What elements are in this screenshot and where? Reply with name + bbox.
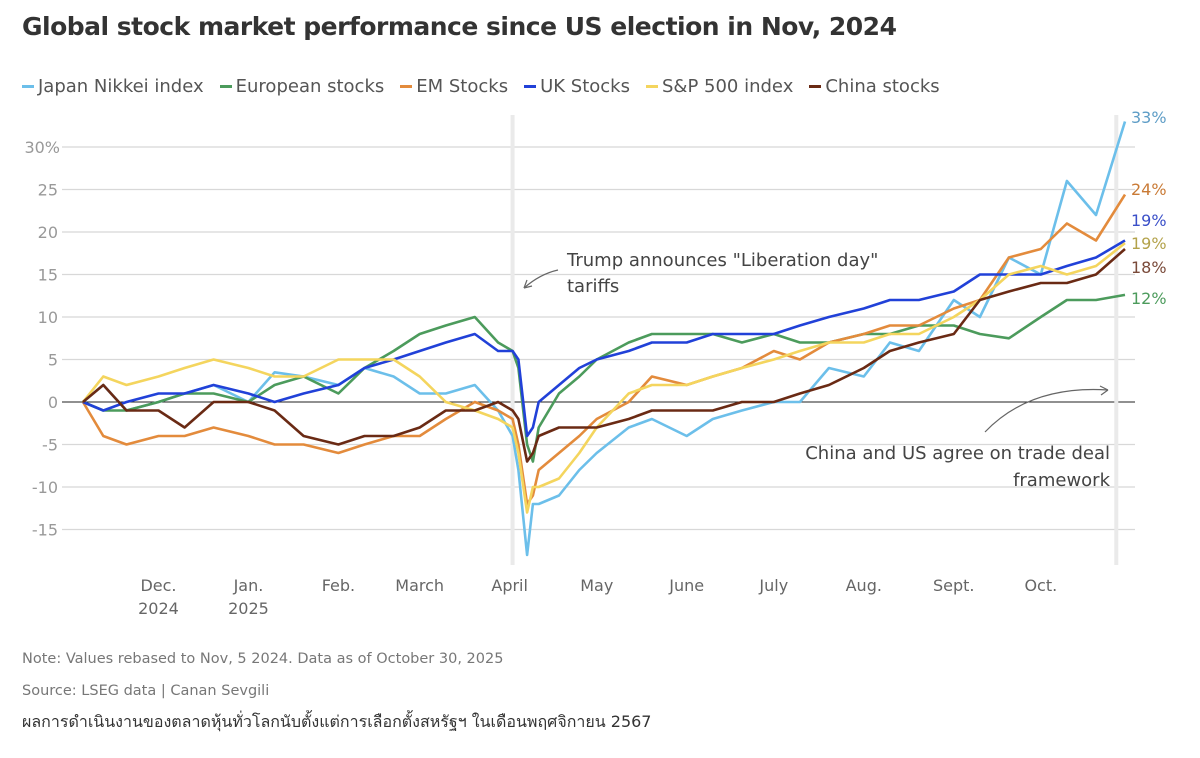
legend-swatch	[219, 85, 232, 88]
y-tick-label: 10	[38, 308, 58, 327]
y-tick-label: 15	[38, 266, 58, 285]
legend-item: European stocks	[219, 76, 385, 97]
y-tick-label: 0	[48, 393, 58, 412]
x-tick-label: July	[758, 576, 788, 595]
end-value-label: 33%	[1131, 108, 1167, 127]
x-tick-label: Oct.	[1024, 576, 1057, 595]
legend-label: S&P 500 index	[661, 76, 794, 97]
x-tick-label: Dec.	[140, 576, 176, 595]
series-line-uk-stocks	[82, 239, 1126, 438]
series-line-european-stocks	[82, 293, 1126, 463]
series-line-em-stocks	[81, 193, 1127, 506]
source-text: Source: LSEG data | Canan Sevgili	[22, 683, 270, 699]
legend-label: China stocks	[825, 76, 940, 97]
y-tick-label: -10	[32, 478, 58, 497]
end-value-label: 18%	[1131, 258, 1167, 277]
legend-label: European stocks	[235, 76, 385, 97]
legend-swatch	[645, 85, 658, 88]
legend-swatch	[400, 85, 413, 88]
chart-title: Global stock market performance since US…	[22, 12, 897, 41]
x-tick-label: June	[668, 576, 704, 595]
legend-swatch	[809, 85, 822, 88]
x-tick-label: Sept.	[933, 576, 975, 595]
thai-caption: ผลการดำเนินงานของตลาดหุ้นทั่วโลกนับตั้งแ…	[22, 712, 652, 731]
legend-label: Japan Nikkei index	[38, 76, 204, 97]
x-tick-label: Jan.	[233, 576, 264, 595]
x-tick-label: May	[580, 576, 613, 595]
annotation-text: China and US agree on trade deal	[805, 443, 1110, 464]
end-value-label: 12%	[1131, 289, 1167, 308]
y-tick-label: -5	[42, 436, 58, 455]
annotation-text: tariffs	[567, 276, 619, 297]
y-tick-label: 5	[48, 351, 58, 370]
legend-item: Japan Nikkei index	[22, 76, 204, 97]
annotation-text: Trump announces "Liberation day"	[566, 250, 878, 271]
legend-swatch	[22, 85, 34, 88]
y-tick-label: 25	[38, 181, 58, 200]
end-value-label: 24%	[1131, 180, 1167, 199]
legend-item: EM Stocks	[400, 76, 508, 97]
legend-label: EM Stocks	[416, 76, 509, 97]
legend: Japan Nikkei index European stocks EM Stoc…	[22, 76, 940, 97]
series-line-china-stocks	[82, 248, 1126, 463]
note-text: Note: Values rebased to Nov, 5 2024. Dat…	[22, 651, 504, 667]
arrow-head-icon	[523, 279, 533, 289]
legend-item: S&P 500 index	[645, 76, 794, 97]
annotation-arrow	[523, 269, 559, 289]
x-tick-sublabel: 2025	[228, 599, 269, 618]
y-tick-label: 30%	[24, 138, 60, 157]
annotation-arrow	[984, 388, 1109, 433]
x-tick-sublabel: 2024	[138, 599, 179, 618]
end-value-label: 19%	[1131, 211, 1167, 230]
y-tick-label: 20	[38, 223, 58, 242]
annotation-text: framework	[1013, 470, 1111, 491]
legend-label: UK Stocks	[540, 76, 630, 97]
legend-item: China stocks	[809, 76, 940, 97]
series-line-japan-nikkei-index	[82, 121, 1127, 557]
x-tick-label: Aug.	[846, 576, 882, 595]
legend-swatch	[524, 85, 537, 88]
legend-item: UK Stocks	[524, 76, 630, 97]
x-tick-label: April	[491, 576, 528, 595]
y-tick-label: -15	[32, 521, 58, 540]
series-line-s-p-500-index	[81, 242, 1126, 514]
arrow-head-icon	[1099, 385, 1109, 396]
end-value-label: 19%	[1131, 234, 1167, 253]
x-tick-label: March	[395, 576, 444, 595]
x-tick-label: Feb.	[322, 576, 355, 595]
